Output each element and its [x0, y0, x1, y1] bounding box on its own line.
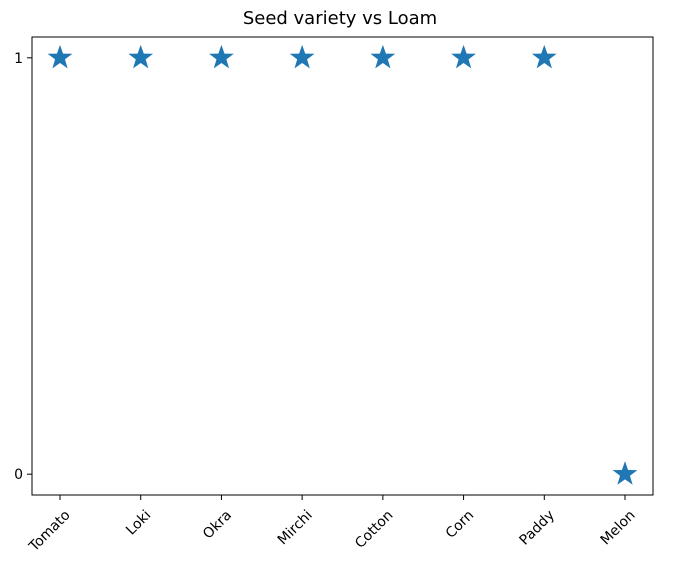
data-point-star — [209, 44, 234, 69]
x-tick-label: Mirchi — [275, 507, 316, 548]
y-tick-label: 1 — [14, 51, 23, 67]
x-tick-label: Okra — [200, 507, 235, 542]
plot-area-frame — [31, 36, 654, 496]
y-tick-label: 0 — [14, 467, 23, 483]
data-point-star — [370, 44, 396, 69]
data-point-star — [531, 44, 557, 69]
data-series — [47, 44, 638, 485]
x-tick-label: Cotton — [352, 507, 396, 551]
data-point-star — [289, 44, 315, 69]
data-point-star — [47, 44, 73, 69]
data-point-star — [612, 461, 638, 485]
data-point-star — [451, 44, 476, 69]
x-axis: Tomato Loki Okra Mirchi Cotton Corn Paddy Melon — [26, 495, 639, 555]
x-tick-label: Corn — [443, 507, 477, 541]
chart-title: Seed variety vs Loam — [243, 8, 437, 29]
x-tick-label: Loki — [123, 507, 154, 538]
data-point-star — [128, 44, 154, 69]
y-axis: 01 — [14, 51, 32, 483]
x-tick-label: Melon — [598, 507, 639, 548]
x-tick-label: Paddy — [517, 507, 558, 548]
x-tick-label: Tomato — [26, 507, 74, 555]
